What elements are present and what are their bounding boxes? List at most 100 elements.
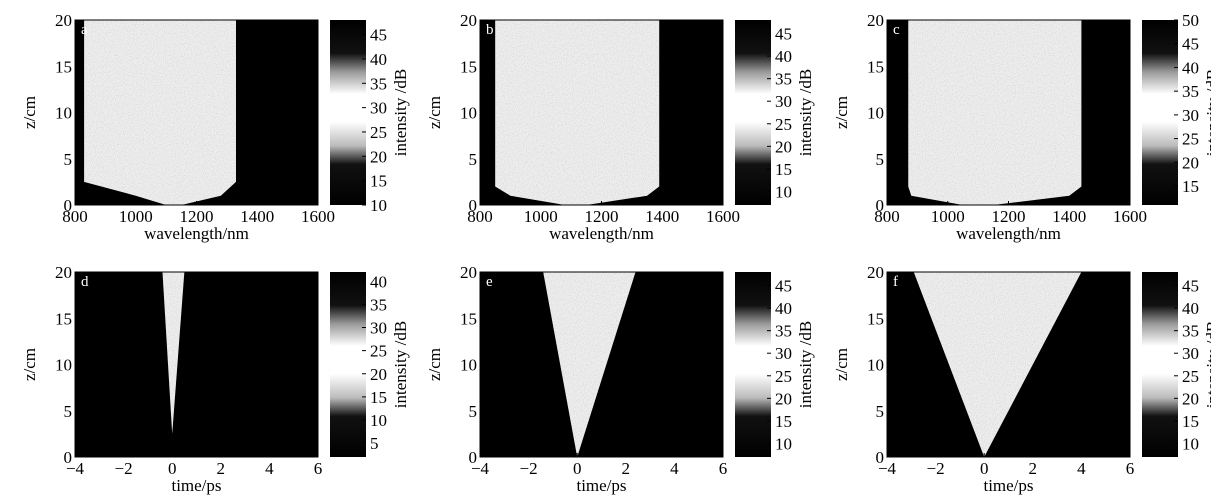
colorbar-tick-label: 15 — [1182, 412, 1199, 431]
y-tick-label: 10 — [867, 104, 884, 123]
y-tick-label: 20 — [867, 11, 884, 30]
x-axis-label: wavelength/nm — [144, 224, 249, 243]
y-tick-label: 0 — [469, 196, 478, 215]
figure: a800100012001400160005101520wavelength/n… — [0, 0, 1211, 504]
colorbar-tick-label: 30 — [775, 92, 792, 111]
y-tick-label: 20 — [55, 11, 72, 30]
colorbar-tick-label: 10 — [775, 182, 792, 201]
colorbar-label: intensity /dB — [391, 69, 410, 156]
colorbar-tick-label: 45 — [775, 25, 792, 44]
y-tick-label: 0 — [876, 448, 885, 467]
colorbar-label: intensity /dB — [391, 321, 410, 408]
colorbar-label: intensity /dB — [1203, 69, 1211, 156]
colorbar-tick-label: 40 — [1182, 299, 1199, 318]
panel-label: d — [81, 274, 89, 290]
y-tick-label: 5 — [469, 402, 478, 421]
y-tick-label: 5 — [64, 150, 73, 169]
colorbar-tick-label: 10 — [370, 196, 387, 215]
x-axis-label: time/ps — [983, 476, 1033, 495]
y-axis-label: z/cm — [20, 96, 39, 129]
x-axis-label: wavelength/nm — [956, 224, 1061, 243]
x-axis-label: time/ps — [171, 476, 221, 495]
y-tick-label: 15 — [55, 57, 72, 76]
colorbar-tick-label: 10 — [1182, 434, 1199, 453]
colorbar-tick-label: 45 — [370, 26, 387, 45]
x-tick-label: 1600 — [706, 207, 740, 226]
x-tick-label: 6 — [719, 459, 728, 478]
y-tick-label: 10 — [55, 356, 72, 375]
colorbar-tick-label: 15 — [370, 388, 387, 407]
colorbar — [330, 20, 366, 205]
colorbar — [735, 272, 771, 457]
colorbar-tick-label: 20 — [370, 365, 387, 384]
y-tick-label: 0 — [64, 196, 73, 215]
bright-region — [908, 20, 1081, 205]
colorbar-tick-label: 40 — [775, 47, 792, 66]
colorbar-label: intensity /dB — [796, 321, 815, 408]
colorbar-tick-label: 20 — [775, 137, 792, 156]
panel-label: f — [893, 274, 898, 290]
y-tick-label: 20 — [55, 263, 72, 282]
y-tick-label: 5 — [876, 150, 885, 169]
colorbar-tick-label: 35 — [370, 74, 387, 93]
y-axis-label: z/cm — [832, 348, 851, 381]
x-tick-label: 6 — [1126, 459, 1135, 478]
colorbar-tick-label: 25 — [775, 115, 792, 134]
colorbar-tick-label: 35 — [1182, 82, 1199, 101]
colorbar — [330, 272, 366, 457]
colorbar-tick-label: 20 — [775, 389, 792, 408]
colorbar-tick-label: 30 — [370, 99, 387, 118]
plot-background — [75, 272, 318, 457]
y-tick-label: 5 — [64, 402, 73, 421]
y-tick-label: 0 — [469, 448, 478, 467]
panel-label: e — [486, 274, 493, 290]
colorbar-tick-label: 40 — [775, 299, 792, 318]
y-tick-label: 5 — [876, 402, 885, 421]
colorbar-tick-label: 15 — [775, 412, 792, 431]
colorbar-tick-label: 35 — [370, 295, 387, 314]
y-tick-label: 15 — [55, 309, 72, 328]
panel-label: b — [486, 22, 494, 38]
colorbar-tick-label: 30 — [775, 344, 792, 363]
x-tick-label: 1600 — [301, 207, 335, 226]
colorbar-label: intensity /dB — [1203, 321, 1211, 408]
y-tick-label: 20 — [460, 11, 477, 30]
y-tick-label: 15 — [867, 57, 884, 76]
colorbar-tick-label: 40 — [370, 272, 387, 291]
x-tick-label: 1600 — [1113, 207, 1147, 226]
y-tick-label: 5 — [469, 150, 478, 169]
colorbar-tick-label: 45 — [775, 277, 792, 296]
colorbar-tick-label: 25 — [370, 342, 387, 361]
colorbar-tick-label: 10 — [775, 434, 792, 453]
colorbar-tick-label: 30 — [370, 319, 387, 338]
x-tick-label: 4 — [1077, 459, 1086, 478]
colorbar-tick-label: 35 — [1182, 322, 1199, 341]
x-axis-label: wavelength/nm — [549, 224, 654, 243]
colorbar-tick-label: 30 — [1182, 344, 1199, 363]
colorbar-tick-label: 15 — [1182, 177, 1199, 196]
y-tick-label: 0 — [876, 196, 885, 215]
y-tick-label: 15 — [867, 309, 884, 328]
colorbar-tick-label: 40 — [1182, 58, 1199, 77]
colorbar-tick-label: 25 — [1182, 367, 1199, 386]
bright-region — [84, 20, 236, 205]
colorbar-tick-label: 20 — [370, 147, 387, 166]
x-tick-label: 6 — [314, 459, 323, 478]
x-tick-label: 4 — [670, 459, 679, 478]
colorbar-tick-label: 25 — [775, 367, 792, 386]
x-tick-label: −2 — [927, 459, 945, 478]
panel: d−4−2024605101520time/psz/cm510152025303… — [20, 263, 410, 495]
y-tick-label: 0 — [64, 448, 73, 467]
panel-label: a — [81, 22, 88, 38]
y-axis-label: z/cm — [20, 348, 39, 381]
y-tick-label: 20 — [867, 263, 884, 282]
colorbar-label: intensity /dB — [796, 69, 815, 156]
y-tick-label: 10 — [460, 356, 477, 375]
y-axis-label: z/cm — [832, 96, 851, 129]
colorbar-tick-label: 15 — [370, 172, 387, 191]
